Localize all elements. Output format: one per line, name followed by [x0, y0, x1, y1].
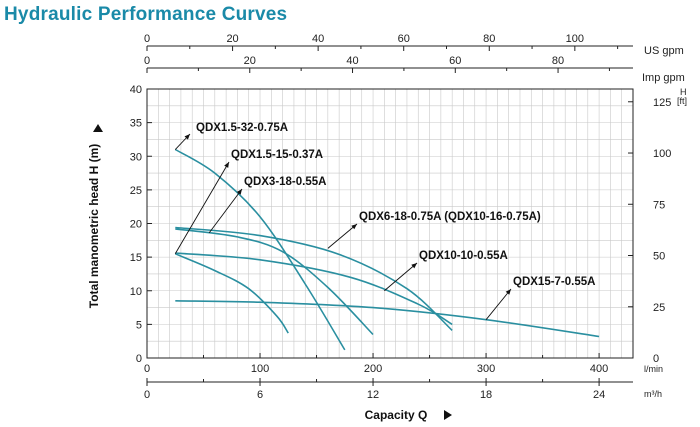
- ft-tick-label: 0: [653, 353, 659, 365]
- curve-qdx10-10-0-55a: [175, 252, 453, 326]
- curve-qdx6-18-0-75a-qdx10-16-0-75a-: [175, 226, 453, 331]
- curve-qdx1-5-15-0-37a: [174, 253, 289, 334]
- x-tick-label-m3h: 18: [480, 389, 492, 401]
- y-tick-label: 15: [130, 252, 142, 264]
- ft-tick-label: 125: [653, 97, 671, 109]
- ft-tick-label: 100: [653, 148, 671, 160]
- x-tick-label-lmin: 400: [590, 363, 608, 375]
- leader-lines: [174, 133, 512, 320]
- x-tick-label-m3h: 6: [257, 389, 263, 401]
- x-tick-label-impgpm: 0: [144, 55, 150, 67]
- curve-label: QDX10-10-0.55A: [419, 250, 508, 262]
- x-tick-label-m3h: 24: [593, 389, 605, 401]
- y-tick-label: 35: [130, 118, 142, 130]
- y-tick-label: 5: [136, 319, 142, 331]
- x-tick-label-usgpm: 20: [226, 33, 238, 45]
- leader-arrow: [351, 224, 357, 230]
- leader-arrow: [224, 162, 229, 168]
- x-tick-label-usgpm: 60: [398, 33, 410, 45]
- curve-label: QDX6-18-0.75A (QDX10-16-0.75A): [359, 211, 541, 223]
- x-tick-label-lmin: 100: [251, 363, 269, 375]
- leader-line: [384, 262, 418, 292]
- x-tick-label-usgpm: 40: [312, 33, 324, 45]
- x-tick-label-impgpm: 60: [449, 55, 461, 67]
- curve-qdx3-18-0-55a: [175, 228, 374, 336]
- curve-label: QDX15-7-0.55A: [513, 276, 595, 288]
- leader-line: [327, 223, 358, 249]
- leader-arrow: [236, 189, 242, 195]
- y-tick-label: 20: [130, 219, 142, 231]
- y-tick-label: 10: [130, 286, 142, 298]
- chart-title: Hydraulic Performance Curves: [4, 4, 288, 25]
- unit-ft-h: H: [680, 87, 687, 97]
- x-tick-label-lmin: 300: [477, 363, 495, 375]
- x-axis-arrow: [444, 410, 452, 420]
- ft-tick-label: 75: [653, 199, 665, 211]
- x-tick-label-impgpm: 40: [346, 55, 358, 67]
- y-tick-label: 40: [130, 84, 142, 96]
- curve-qdx1-5-32-0-75a: [174, 148, 346, 351]
- x-tick-label-usgpm: 0: [144, 33, 150, 45]
- curve-label: QDX1.5-15-0.37A: [231, 149, 323, 161]
- leader-line: [485, 288, 512, 320]
- x-tick-label-lmin: 0: [144, 363, 150, 375]
- grid: [147, 89, 633, 358]
- unit-lmin: l/min: [644, 364, 663, 374]
- leader-line: [174, 161, 230, 254]
- curve-label: QDX1.5-32-0.75A: [196, 122, 288, 134]
- y-tick-label: 0: [136, 353, 142, 365]
- unit-m3h: m³/h: [644, 389, 662, 399]
- y-tick-label: 30: [130, 151, 142, 163]
- y-axis-title: Total manometric head H (m): [87, 144, 101, 308]
- y-tick-label: 25: [130, 185, 142, 197]
- curves: [174, 148, 600, 351]
- x-tick-label-impgpm: 20: [244, 55, 256, 67]
- unit-ft: [ft]: [677, 96, 687, 106]
- unit-usgpm: US gpm: [644, 45, 684, 57]
- x-tick-label-usgpm: 80: [483, 33, 495, 45]
- ft-tick-label: 50: [653, 251, 665, 263]
- x-axis-title: Capacity Q: [365, 408, 428, 422]
- ft-tick-label: 25: [653, 302, 665, 314]
- curve-qdx15-7-0-55a: [175, 300, 600, 338]
- curve-labels: QDX1.5-32-0.75A QDX1.5-15-0.37A QDX3-18-0.…: [196, 122, 595, 288]
- unit-impgpm: Imp gpm: [642, 72, 685, 84]
- leader-arrow: [411, 263, 417, 269]
- x-tick-label-impgpm: 80: [552, 55, 564, 67]
- leader-arrow: [184, 134, 190, 140]
- x-tick-label-lmin: 200: [364, 363, 382, 375]
- y-axis-arrow: [93, 124, 103, 132]
- x-tick-label-m3h: 12: [367, 389, 379, 401]
- curve-label: QDX3-18-0.55A: [244, 176, 326, 188]
- x-tick-label-usgpm: 100: [566, 33, 584, 45]
- x-tick-label-m3h: 0: [144, 389, 150, 401]
- leader-line: [208, 188, 243, 234]
- leader-arrow: [505, 289, 511, 295]
